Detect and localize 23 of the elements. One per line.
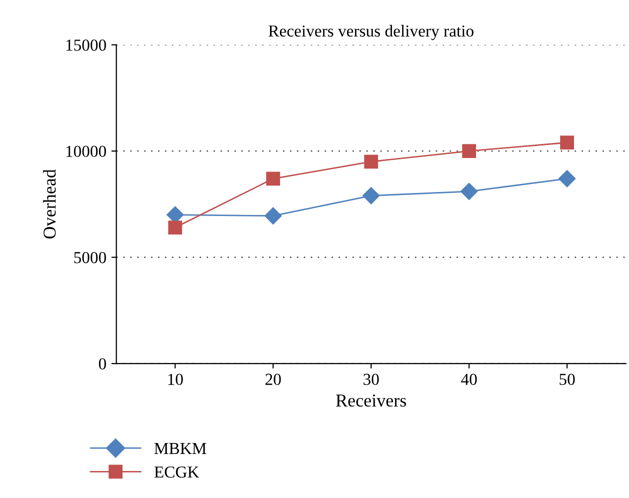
x-tick-label: 30 xyxy=(364,374,379,385)
point xyxy=(266,172,280,186)
point xyxy=(264,207,282,224)
y-tick-label: 5000 xyxy=(74,252,106,264)
point xyxy=(460,182,478,200)
x-tick-label: 10 xyxy=(168,374,183,385)
x-tick-label: 20 xyxy=(266,374,281,385)
legend-label: MBKM xyxy=(154,443,206,454)
point xyxy=(462,144,476,158)
legend-label: ECGK xyxy=(154,466,200,478)
point xyxy=(168,220,182,234)
x-tick-label: 50 xyxy=(560,374,575,385)
chart-title: Receivers versus delivery ratio xyxy=(268,24,474,40)
point xyxy=(558,170,576,188)
y-tick-label: 10000 xyxy=(66,146,106,158)
y-axis-title: Overhead xyxy=(43,169,56,239)
x-tick-label: 40 xyxy=(461,374,477,385)
y-tick-label: 0 xyxy=(98,358,106,370)
x-axis-title: Receivers xyxy=(336,394,406,407)
point xyxy=(364,154,378,169)
point xyxy=(560,136,574,150)
y-tick-label: 15000 xyxy=(66,40,106,51)
point xyxy=(362,187,380,204)
